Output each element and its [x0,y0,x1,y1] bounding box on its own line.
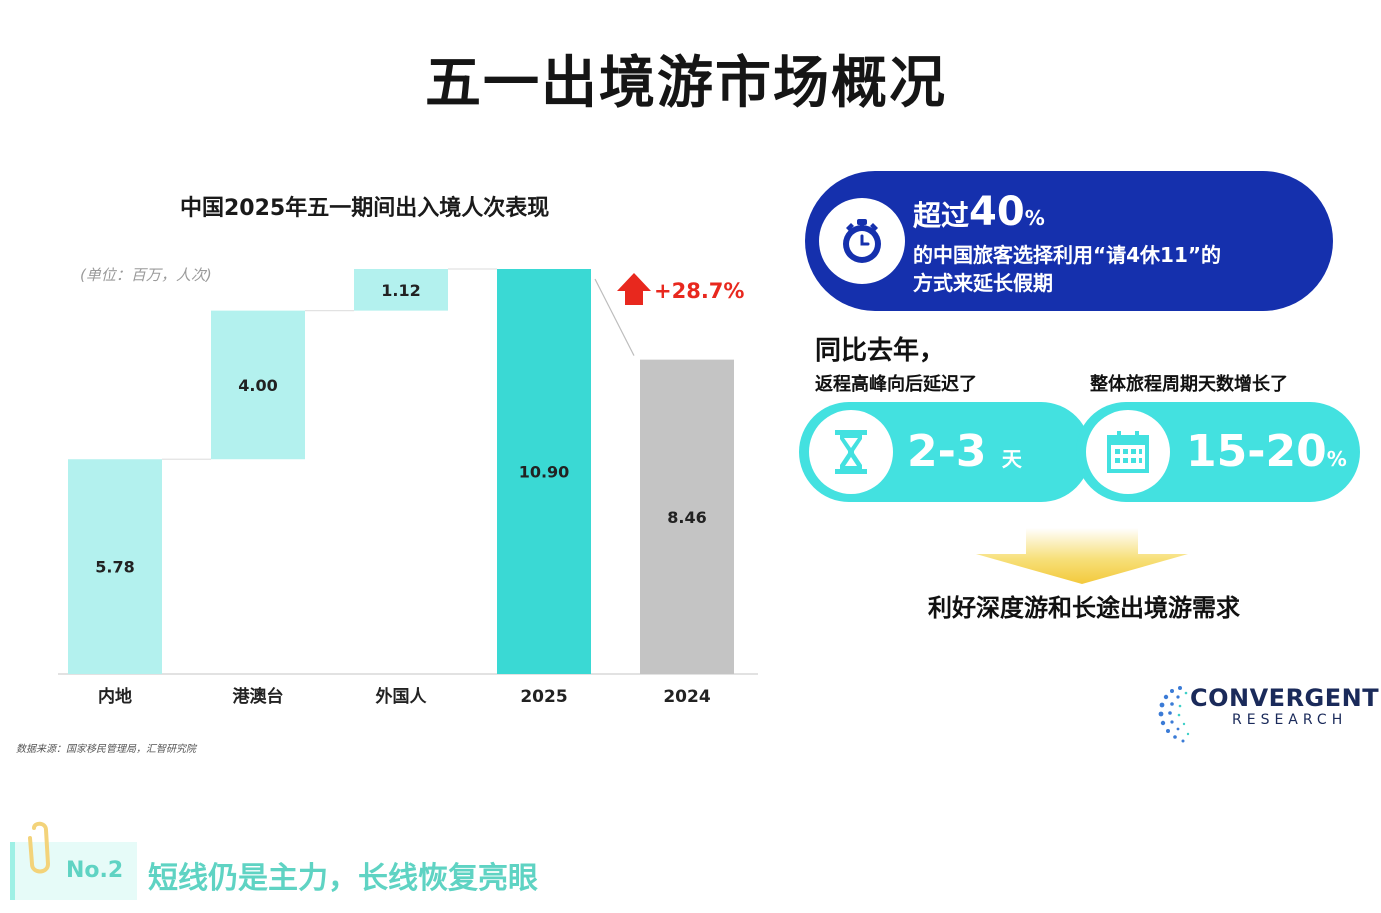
section-title: 短线仍是主力，长线恢复亮眼 [148,861,538,896]
highlight-number: 超过40% [913,189,1045,235]
calendar-icon [1086,410,1170,494]
section-accent-bar [10,842,15,900]
logo-sub: RESEARCH [1232,712,1348,728]
waterfall-chart: 5.78 内地 4.00 港澳台 1.12 外国人 10.90 2025 8.46 2024 +28… [58,268,758,707]
stopwatch-icon [819,198,905,284]
hourglass-icon [809,410,893,494]
metric-value-duration: 15-20% [1186,426,1347,477]
metric-value-delay: 2-3 天 [907,426,1022,477]
source-note: 数据来源：国家移民管理局，汇智研究院 [16,744,196,755]
down-arrow-icon [976,528,1188,588]
bar-value-label-3: 10.90 [519,463,570,482]
metric-caption-2: 整体旅程周期天数增长了 [1090,374,1288,395]
paperclip-icon [28,821,51,874]
section-number: No.2 [66,858,124,883]
growth-label: +28.7% [654,279,744,303]
bar-4 [640,359,734,674]
bar-0 [68,459,162,674]
category-label-3: 2025 [520,687,567,707]
dots-logo-icon [1158,686,1190,743]
chart-title: 中国2025年五一期间出入境人次表现 [180,196,550,221]
highlight-line-2: 方式来延长假期 [913,271,1053,295]
category-label-2: 外国人 [376,686,428,707]
page-title: 五一出境游市场概况 [425,51,947,116]
conclusion-text: 利好深度游和长途出境游需求 [928,594,1240,622]
category-label-1: 港澳台 [233,686,284,707]
metric-caption-1: 返程高峰向后延迟了 [815,374,977,395]
category-label-4: 2024 [663,687,710,707]
bar-value-label-0: 5.78 [95,558,134,577]
unit-note: (单位：百万，人次) [80,266,212,284]
metric-pill-delay: 2-3 天 [799,402,1091,502]
metric-pill-duration: 15-20% [1076,402,1360,502]
bar-value-label-1: 4.00 [238,376,277,395]
highlight-line-1: 的中国旅客选择利用“请4休11”的 [913,243,1222,267]
bar-value-label-2: 1.12 [381,281,420,300]
category-label-0: 内地 [98,686,132,707]
yoy-label: 同比去年， [815,336,946,366]
diagonal-connector [594,278,635,356]
logo-name: CONVERGENT [1190,684,1380,712]
slide: 五一出境游市场概况 中国2025年五一期间出入境人次表现 (单位：百万，人次) … [10,0,1379,760]
highlight-pill: 超过40% 的中国旅客选择利用“请4休11”的 方式来延长假期 [805,171,1333,311]
bar-1 [211,310,305,460]
growth-arrow-icon [617,273,651,305]
bar-value-label-4: 8.46 [667,508,706,527]
bar-3 [497,269,591,674]
bar-2 [354,269,448,311]
